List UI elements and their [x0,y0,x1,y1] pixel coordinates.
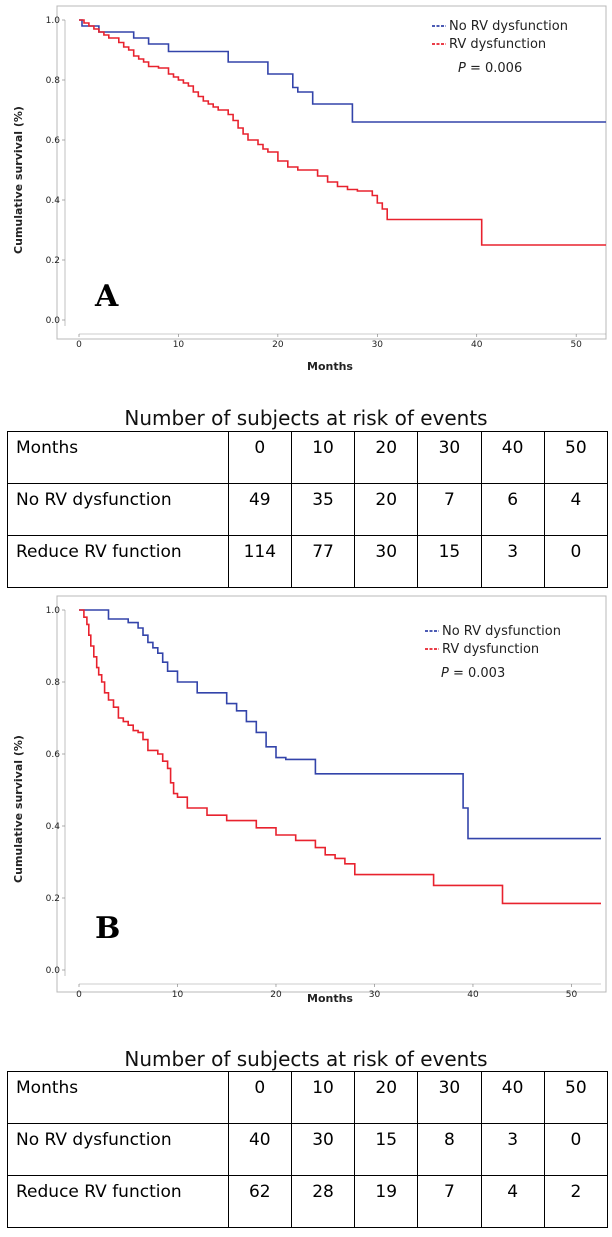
risk-table-cell: 0 [543,535,609,588]
risk-table-cell: 15 [354,1123,419,1176]
x-tick-label: 20 [272,340,284,350]
plot-frame [56,595,607,993]
risk-table-cell: 30 [417,431,482,484]
risk-table-header-row: Months 0 10 20 30 40 50 [7,431,609,484]
p-value-annotation: P = 0.006 [458,61,522,76]
risk-table-cell: 35 [290,483,356,536]
x-tick-label: 30 [369,990,381,1000]
y-tick-label: 1.0 [46,606,61,616]
x-tick-label: 20 [270,990,282,1000]
y-axis-title: Cumulative survival (%) [12,106,25,254]
risk-table-cell: 4 [480,1175,545,1228]
chart-b-content: 0.0 0.2 0.4 0.6 0.8 1.0 0 10 20 30 40 50 Cumulative … [12,595,607,1005]
survival-chart-a: 0.0 0.2 0.4 0.6 0.8 1.0 0 10 20 30 40 50 Cumulative … [12,5,607,373]
y-tick-label: 0.6 [46,136,61,146]
risk-table-cell: 10 [290,1071,356,1124]
x-axis-title: Months [307,360,353,373]
risk-table-row-label: Reduce RV function [7,535,229,588]
risk-table-b: Months 0 10 20 30 40 50 No RV dysfunction 40 30 15… [7,1071,609,1228]
series-line-rv-dysfunction [79,19,606,246]
risk-table-cell: 77 [290,535,356,588]
series-line-no-rv-dysfunction [79,609,601,840]
risk-table-cell: 28 [290,1175,356,1228]
risk-table-row: No RV dysfunction 49 35 20 7 6 4 [7,483,609,536]
y-tick-label: 0.0 [46,966,61,976]
risk-table-cell: 114 [227,535,292,588]
risk-table-cell: 50 [543,431,609,484]
x-tick-label: 50 [570,340,582,350]
x-tick-label: 30 [372,340,384,350]
risk-table-cell: 7 [417,1175,482,1228]
legend-label: RV dysfunction [442,642,539,657]
risk-table-cell: 3 [480,1123,545,1176]
risk-table-cell: 7 [417,483,482,536]
risk-table-cell: 30 [290,1123,356,1176]
risk-table-row-label: No RV dysfunction [7,1123,229,1176]
panel-label: B [95,911,120,946]
plot-frame [56,5,607,340]
y-tick-label: 0.2 [46,894,60,904]
risk-table-cell: 19 [354,1175,419,1228]
risk-table-row-label: Reduce RV function [7,1175,229,1228]
risk-table-cell: 8 [417,1123,482,1176]
risk-table-cell: 0 [227,1071,292,1124]
risk-table-cell: 20 [354,1071,419,1124]
risk-table-cell: 50 [543,1071,609,1124]
x-tick-label: 0 [76,990,82,1000]
risk-table-cell: 40 [227,1123,292,1176]
risk-table-cell: 30 [417,1071,482,1124]
risk-table-row-label: Months [7,431,229,484]
survival-chart-b: 0.0 0.2 0.4 0.6 0.8 1.0 0 10 20 30 40 50 Cumulative … [12,595,607,1005]
p-value-annotation: P = 0.003 [441,666,505,681]
legend-label: No RV dysfunction [442,624,561,639]
risk-table-cell: 0 [543,1123,609,1176]
y-tick-label: 0.2 [46,256,60,266]
risk-table-cell: 20 [354,483,419,536]
y-tick-label: 0.8 [46,678,61,688]
risk-table-cell: 3 [480,535,545,588]
legend-label: No RV dysfunction [449,19,568,34]
risk-table-row: Reduce RV function 62 28 19 7 4 2 [7,1175,609,1228]
x-tick-label: 10 [173,340,185,350]
series-line-rv-dysfunction [79,609,601,905]
risk-table-cell: 15 [417,535,482,588]
risk-table-a: Months 0 10 20 30 40 50 No RV dysfunction 49 35 20… [7,431,609,588]
panel-label: A [94,279,119,314]
series-line-no-rv-dysfunction [79,19,606,123]
risk-table-row: Reduce RV function 114 77 30 15 3 0 [7,535,609,588]
risk-table-a-title: Number of subjects at risk of events [124,406,488,430]
y-tick-label: 0.4 [46,196,61,206]
legend-label: RV dysfunction [449,37,546,52]
risk-table-cell: 40 [480,431,545,484]
risk-table-cell: 2 [543,1175,609,1228]
risk-table-b-title: Number of subjects at risk of events [124,1047,488,1071]
x-tick-label: 40 [467,990,479,1000]
risk-table-cell: 49 [227,483,292,536]
risk-table-cell: 20 [354,431,419,484]
x-tick-label: 0 [76,340,82,350]
y-tick-label: 1.0 [46,16,61,26]
chart-a-content: 0.0 0.2 0.4 0.6 0.8 1.0 0 10 20 30 40 50 Cumulative … [12,5,607,373]
risk-table-cell: 4 [543,483,609,536]
risk-table-cell: 30 [354,535,419,588]
risk-table-header-row: Months 0 10 20 30 40 50 [7,1071,609,1124]
y-axis-title: Cumulative survival (%) [12,735,25,883]
risk-table-cell: 0 [227,431,292,484]
x-axis-title: Months [307,992,353,1005]
x-tick-label: 10 [172,990,184,1000]
risk-table-cell: 62 [227,1175,292,1228]
risk-table-cell: 10 [290,431,356,484]
y-tick-label: 0.8 [46,76,61,86]
risk-table-row-label: No RV dysfunction [7,483,229,536]
x-tick-label: 40 [471,340,483,350]
risk-table-row-label: Months [7,1071,229,1124]
y-tick-label: 0.4 [46,822,61,832]
y-tick-label: 0.6 [46,750,61,760]
x-tick-label: 50 [566,990,578,1000]
risk-table-cell: 6 [480,483,545,536]
risk-table-row: No RV dysfunction 40 30 15 8 3 0 [7,1123,609,1176]
y-tick-label: 0.0 [46,316,61,326]
risk-table-cell: 40 [480,1071,545,1124]
